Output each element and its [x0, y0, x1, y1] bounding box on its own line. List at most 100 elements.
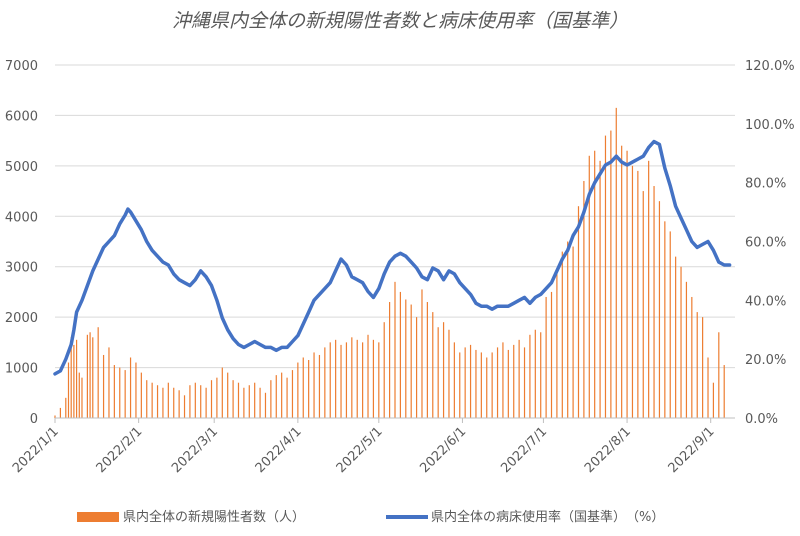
bar [340, 344, 342, 418]
bar [248, 385, 250, 418]
y-left-tick-label: 7000 [5, 59, 38, 74]
bar [550, 291, 553, 418]
bar [156, 385, 159, 418]
bar [480, 352, 482, 418]
legend-bar-swatch [77, 512, 119, 522]
bar [540, 332, 542, 418]
bar [200, 385, 202, 418]
bar [297, 362, 299, 418]
bar [351, 337, 353, 418]
bar [502, 342, 504, 418]
y-right-tick-label: 120.0% [745, 59, 795, 74]
bar [216, 377, 218, 418]
bar [518, 339, 520, 418]
bar [89, 332, 91, 418]
bar [367, 334, 369, 418]
bar [621, 145, 623, 418]
bar [610, 130, 612, 419]
bar [275, 375, 277, 418]
bar [108, 347, 110, 418]
bar [194, 382, 196, 418]
bar [702, 317, 704, 418]
y-left-tick-label: 1000 [5, 362, 38, 377]
bar [712, 382, 715, 418]
x-tick-label: 2022/8/1 [582, 424, 634, 476]
bar [523, 347, 526, 418]
bar [243, 387, 245, 418]
y-left-tick-label: 6000 [5, 109, 38, 124]
bar [648, 160, 650, 419]
bar [405, 299, 407, 418]
bar [302, 357, 304, 418]
bar [151, 382, 153, 418]
bar [459, 352, 461, 418]
bar [67, 362, 70, 418]
bar [259, 387, 261, 418]
bar [426, 302, 428, 418]
bar [469, 344, 472, 418]
y-right-tick-label: 60.0% [745, 236, 786, 251]
bar [399, 291, 401, 418]
y-left-tick-label: 2000 [5, 311, 38, 326]
bar [102, 354, 105, 418]
y-left-tick-label: 4000 [5, 210, 38, 225]
bar [189, 385, 191, 418]
bar [556, 271, 558, 418]
bar [415, 317, 418, 418]
y-right-tick-label: 20.0% [745, 353, 786, 368]
x-tick-label: 2022/3/1 [169, 424, 221, 476]
y-right-tick-label: 80.0% [745, 177, 786, 192]
bar [135, 362, 137, 418]
bar [92, 337, 94, 418]
bar [345, 342, 348, 418]
bar [496, 347, 499, 418]
bar [545, 296, 547, 418]
bar [254, 382, 256, 418]
bar [356, 339, 358, 418]
y-right-tick-label: 0.0% [745, 412, 778, 427]
bar [81, 377, 83, 418]
bar [362, 342, 364, 418]
bar [162, 387, 164, 418]
bar [577, 206, 580, 418]
bar [572, 246, 574, 418]
bar [205, 387, 207, 418]
bar [270, 380, 272, 418]
bar [442, 322, 445, 418]
bar [86, 334, 88, 418]
bar [626, 150, 628, 418]
bar [486, 357, 488, 418]
bar [594, 150, 596, 418]
legend-line-label: 県内全体の病床使用率（国基準） （%） [431, 509, 664, 525]
bar [383, 322, 385, 418]
x-axis-ticks: 2022/1/1 2022/2/1 2022/3/1 2022/4/1 2022/5/1… [10, 417, 735, 476]
bar [631, 165, 634, 418]
bar [73, 344, 75, 418]
legend: 県内全体の新規陽性者数（人） 県内全体の病床使用率（国基準） （%） [77, 509, 664, 525]
bar [286, 377, 288, 418]
bar [97, 327, 99, 418]
bar [59, 407, 61, 418]
bar [675, 256, 677, 418]
bar [329, 342, 331, 418]
bar [394, 281, 396, 418]
bar [507, 349, 509, 418]
y-left-tick-label: 3000 [5, 261, 38, 276]
bar [707, 357, 709, 418]
bar [653, 186, 655, 418]
bar [232, 380, 234, 418]
y-right-tick-label: 100.0% [745, 118, 795, 133]
bar [70, 337, 72, 418]
bar [421, 289, 423, 418]
bar [696, 312, 698, 418]
bar [464, 347, 466, 418]
bar [221, 367, 223, 418]
legend-bar-label: 県内全体の新規陽性者数（人） [123, 509, 305, 525]
bar [680, 266, 682, 418]
bar [78, 372, 80, 418]
y-left-tick-label: 0 [30, 412, 38, 427]
bar [669, 231, 671, 418]
bar [129, 357, 132, 418]
bar [718, 332, 720, 418]
bar [658, 201, 661, 418]
